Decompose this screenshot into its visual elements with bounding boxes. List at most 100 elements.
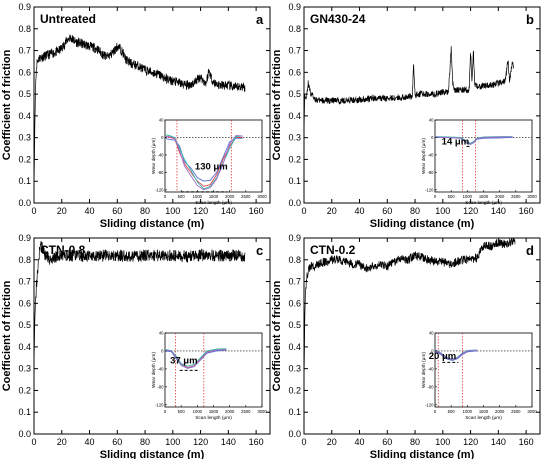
y-axis-title: Coefficient of friction (271, 280, 283, 391)
inset-profile-line (434, 350, 478, 360)
plot-frame (33, 237, 271, 435)
inset-y-tick-label: 40 (159, 331, 164, 336)
inset-x-tick-label: 2000 (225, 409, 235, 414)
inset-y-tick-label: -40 (157, 152, 164, 157)
x-tick-label: 80 (410, 437, 420, 447)
x-tick-label: 80 (140, 206, 150, 216)
friction-series-line (303, 46, 514, 138)
inset-y-axis-title: Wear depth (μm) (151, 352, 157, 388)
friction-series-line (33, 34, 246, 193)
plot-frame (303, 237, 541, 435)
y-tick-label: 0.6 (18, 67, 31, 77)
inset-x-tick-label: 1500 (479, 409, 489, 414)
inset-y-axis-title: Wear depth (μm) (151, 138, 157, 174)
y-tick-label: 0.4 (288, 342, 301, 352)
inset-y-tick-label: -80 (157, 384, 164, 389)
y-tick-label: 0.3 (288, 364, 301, 374)
inset-y-tick-label: 40 (429, 118, 434, 123)
inset-x-axis-title: Scan length (μm) (465, 415, 502, 421)
inset-y-tick-label: -120 (155, 187, 164, 192)
y-tick-label: 0.2 (18, 385, 31, 395)
wear-depth-annotation: 130 μm (195, 161, 228, 172)
wear-profile-inset: 20 μm0 500 1000 1500 2000 2500 3000400-40-80-1… (421, 331, 537, 422)
inset-y-tick-label: 40 (429, 331, 434, 336)
inset-y-tick-label: -40 (157, 366, 164, 371)
x-tick-label: 20 (327, 206, 337, 216)
panel-letter: a (256, 12, 264, 27)
y-axis-title: Coefficient of friction (271, 49, 283, 160)
inset-y-axis-title: Wear depth (μm) (421, 352, 427, 388)
y-tick-label: 0.6 (18, 298, 31, 308)
x-tick-label: 100 (165, 437, 180, 447)
x-tick-label: 40 (355, 206, 365, 216)
wear-profile-inset: 130 μm 0 500 1000 1500 2000 2500 3000 40 0 -40 -80 -… (151, 118, 267, 207)
wear-depth-annotation: 20 μm (429, 351, 456, 362)
x-axis-title: Sliding distance (m) (370, 218, 475, 230)
sample-label: GN430-24 (310, 12, 366, 26)
inset-y-tick-label: -40 (427, 152, 434, 157)
y-tick-label: 0.2 (288, 154, 301, 164)
y-tick-label: 0.0 (18, 429, 31, 439)
panel-c: 0 20 40 60 80 100 120 140 160 0.0 0.1 0.2 0.3 0.4 0.5 0… (1, 233, 271, 459)
y-tick-label: 0.1 (18, 176, 31, 186)
y-tick-label: 0.2 (288, 385, 301, 395)
y-tick-label: 0.3 (288, 133, 301, 143)
x-tick-label: 0 (31, 437, 36, 447)
x-tick-label: 60 (112, 437, 122, 447)
x-tick-label: 120 (463, 437, 478, 447)
inset-y-tick-label: 0 (161, 348, 164, 353)
inset-profile-line (434, 350, 478, 361)
x-tick-label: 140 (221, 206, 236, 216)
y-tick-label: 0.4 (18, 111, 31, 121)
panel-letter: c (256, 243, 263, 258)
friction-series-line (33, 241, 246, 369)
inset-x-tick-label: 0 (434, 409, 437, 414)
y-tick-label: 0.5 (18, 89, 31, 99)
x-tick-label: 120 (193, 437, 208, 447)
wear-depth-annotation: 14 μm (442, 136, 469, 147)
y-tick-label: 0.9 (18, 233, 31, 243)
y-tick-label: 0.9 (288, 2, 301, 12)
x-tick-label: 120 (193, 206, 208, 216)
panel-letter: b (526, 12, 534, 27)
y-tick-label: 0.0 (288, 429, 301, 439)
inset-y-tick-label: 40 (159, 118, 164, 123)
inset-x-tick-label: 2000 (495, 409, 505, 414)
inset-x-tick-label: 1500 (209, 409, 219, 414)
inset-x-tick-label: 500 (448, 194, 456, 199)
inset-x-tick-label: 3000 (257, 194, 267, 199)
x-tick-label: 140 (491, 437, 506, 447)
inset-profile-line (434, 136, 513, 145)
x-tick-label: 0 (31, 206, 36, 216)
inset-x-tick-label: 3000 (257, 409, 267, 414)
inset-x-tick-label: 2000 (225, 194, 235, 199)
y-tick-label: 0.7 (288, 277, 301, 287)
y-tick-label: 0.1 (288, 407, 301, 417)
inset-y-tick-label: -120 (155, 402, 164, 407)
panel-a: 0 20 40 60 80 100 120 140 160 0.0 0.1 0.2 0.3 0.4 0.5 0… (1, 2, 271, 230)
y-tick-label: 0.7 (18, 277, 31, 287)
inset-y-tick-label: 0 (431, 135, 434, 140)
inset-y-tick-label: -40 (427, 366, 434, 371)
inset-x-tick-label: 2500 (511, 409, 521, 414)
inset-x-tick-label: 3000 (527, 194, 537, 199)
y-tick-label: 0.7 (288, 46, 301, 56)
inset-y-tick-label: -80 (427, 170, 434, 175)
y-tick-label: 0.9 (18, 2, 31, 12)
y-tick-label: 0.5 (288, 89, 301, 99)
inset-x-tick-label: 0 (164, 409, 167, 414)
inset-x-tick-label: 1000 (193, 194, 203, 199)
y-tick-label: 0.9 (288, 233, 301, 243)
inset-x-tick-label: 500 (178, 194, 186, 199)
inset-x-tick-label: 0 (434, 194, 437, 199)
y-tick-label: 0.3 (18, 364, 31, 374)
y-tick-label: 0.5 (288, 320, 301, 330)
x-tick-label: 100 (435, 437, 450, 447)
inset-x-axis-title: Scan length (μm) (465, 200, 502, 206)
x-tick-label: 160 (519, 437, 534, 447)
x-tick-label: 0 (301, 437, 306, 447)
x-axis-title: Sliding distance (m) (100, 449, 205, 459)
inset-x-tick-label: 2500 (511, 194, 521, 199)
y-tick-label: 0.0 (18, 198, 31, 208)
